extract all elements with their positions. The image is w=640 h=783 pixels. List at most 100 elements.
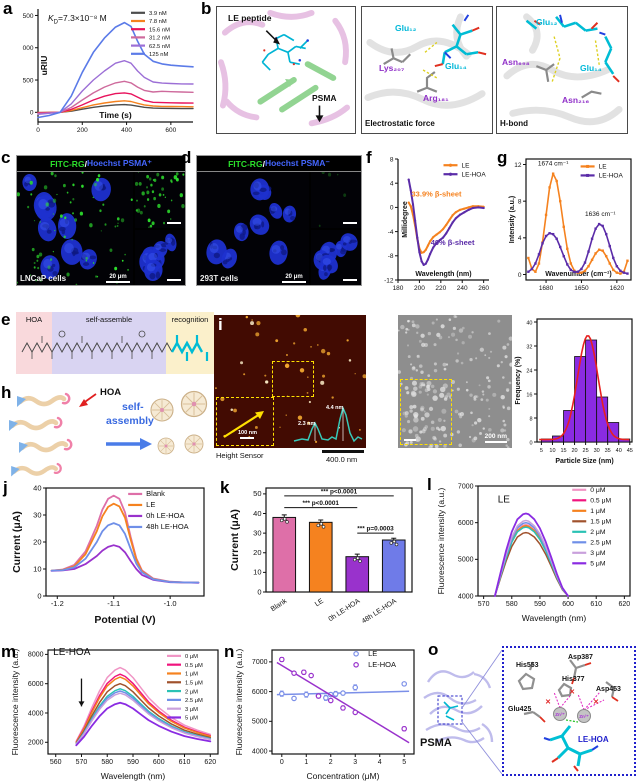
svg-text:0: 0 <box>37 591 41 600</box>
svg-text:LE-HOA: LE-HOA <box>462 171 487 178</box>
scalebar-icon <box>167 279 181 281</box>
hoa-block: HOA <box>16 312 52 374</box>
svg-text:✕: ✕ <box>593 699 599 706</box>
panel-i-afm: i 100 nm 2.3 nm 4.4 nm <box>214 315 366 448</box>
svg-text:LE: LE <box>599 164 608 171</box>
svg-text:0: 0 <box>518 272 522 279</box>
panel-k-label: k <box>220 478 230 497</box>
afm-zoom-box <box>272 361 314 397</box>
peptide-structure-graphic <box>21 330 209 361</box>
afm-scalebar-icon <box>322 450 364 453</box>
scalebar-icon <box>343 279 357 281</box>
svg-text:30: 30 <box>253 528 261 537</box>
psma-label-b: PSMA <box>312 93 337 103</box>
residue-arg181-label: Arg₁₈₁ <box>423 93 449 103</box>
svg-text:1674 cm⁻¹: 1674 cm⁻¹ <box>538 160 569 167</box>
svg-text:LE: LE <box>498 495 511 506</box>
panel-k-current-barchart: 0 10 20 30 40 50 Current (μA) Blank LE 0h LE-HOA 4… <box>230 480 422 638</box>
panel-i-tem: 200 nm <box>398 315 512 448</box>
svg-text:620: 620 <box>204 759 216 766</box>
recognition-block: recognition <box>166 312 214 374</box>
residue-lys207-label: Lys₂₀₇ <box>379 63 405 73</box>
panel-f-cd-chart: 180 200 220 240 260 8 4 0 -4 -8 -12 Wavelength (nm)… <box>374 154 494 294</box>
svg-text:1620: 1620 <box>610 285 625 292</box>
svg-text:1680: 1680 <box>539 285 554 292</box>
electrostatic-caption: Electrostatic force <box>365 119 435 128</box>
svg-text:Potential (V): Potential (V) <box>94 614 155 626</box>
svg-text:2000: 2000 <box>28 740 44 747</box>
panel-e-label: e <box>1 310 11 329</box>
svg-text:LE: LE <box>368 649 377 658</box>
svg-text:5000: 5000 <box>458 557 474 564</box>
tem-graphic <box>398 315 512 448</box>
self-assembly-text-1: self- <box>122 401 144 413</box>
svg-text:6000: 6000 <box>458 520 474 527</box>
svg-text:0h LE-HOA: 0h LE-HOA <box>328 598 362 624</box>
psma-label-o: PSMA <box>420 737 452 749</box>
scalebar-icon <box>343 221 357 224</box>
svg-text:5 μM: 5 μM <box>185 716 198 722</box>
svg-text:LE: LE <box>462 162 471 169</box>
svg-text:25: 25 <box>583 448 589 454</box>
panel-m-fluorescence-chart: 560 570 580 590 600 610 620 2000 4000 6000 8000 Wav… <box>10 644 224 782</box>
svg-text:20: 20 <box>253 548 261 557</box>
afm-scale-label: 400.0 nm <box>326 455 358 464</box>
tem-inset-box <box>400 379 452 445</box>
svg-text:10: 10 <box>33 564 41 573</box>
svg-text:LE-HOA: LE-HOA <box>53 647 91 658</box>
stain-header-c: FITC-RG / Hoechst PSMA⁺ <box>17 156 185 172</box>
svg-text:*** p<0.0001: *** p<0.0001 <box>303 500 340 507</box>
kd-annotation: KD=7.3×10⁻⁸ M <box>48 13 107 26</box>
slash: / <box>262 158 265 169</box>
svg-text:2: 2 <box>329 759 333 766</box>
panel-j-label: j <box>3 478 8 497</box>
afm-inset-box <box>216 397 274 446</box>
svg-text:Concentration (μM): Concentration (μM) <box>307 771 380 781</box>
cells-graphic <box>17 172 133 285</box>
svg-text:LE-HOA: LE-HOA <box>368 660 396 669</box>
scalebar-c: 20 μm <box>106 274 130 283</box>
micrograph-inset-blue-c <box>135 229 185 285</box>
svg-text:Wavelength (nm): Wavelength (nm) <box>522 613 587 623</box>
svg-text:6000: 6000 <box>28 681 44 688</box>
svg-text:LE: LE <box>314 598 325 609</box>
svg-text:1636 cm⁻¹: 1636 cm⁻¹ <box>585 211 616 218</box>
svg-text:200: 200 <box>414 285 425 292</box>
panel-h-label: h <box>1 383 12 402</box>
svg-text:-8: -8 <box>388 253 394 260</box>
panel-i-size-histogram: 5 10 15 20 25 30 35 40 45 0 8 16 24 32 40 Particle Size… <box>512 314 638 466</box>
svg-text:62.5 nM: 62.5 nM <box>149 44 170 50</box>
svg-text:-4: -4 <box>388 229 394 236</box>
residue-his553-label: His553 <box>516 662 539 669</box>
recognition-block-label: recognition <box>171 315 209 324</box>
inset-connector-lines <box>461 649 503 775</box>
le-peptide-label: LE peptide <box>228 13 272 23</box>
residue-glu425-label: Glu425 <box>508 706 532 713</box>
svg-text:20: 20 <box>571 448 577 454</box>
svg-text:500: 500 <box>23 13 34 20</box>
hoechst-psma-label: Hoechst PSMA⁻ <box>264 158 330 168</box>
svg-text:180: 180 <box>393 285 404 292</box>
svg-text:-1.2: -1.2 <box>51 599 64 608</box>
svg-text:Blank: Blank <box>146 489 165 498</box>
svg-text:2.5 μM: 2.5 μM <box>185 698 203 704</box>
svg-text:40: 40 <box>253 509 261 518</box>
svg-text:0: 0 <box>529 440 532 446</box>
svg-text:1.5 μM: 1.5 μM <box>185 680 203 686</box>
svg-text:0: 0 <box>280 759 284 766</box>
hoa-pointer-label: HOA <box>100 387 122 398</box>
svg-text:590: 590 <box>127 759 139 766</box>
micrograph-inset-blue-d <box>311 229 361 285</box>
svg-text:15.6 nM: 15.6 nM <box>149 27 170 33</box>
svg-text:40: 40 <box>526 320 532 326</box>
svg-text:0: 0 <box>30 110 34 117</box>
svg-text:*** p=0.0003: *** p=0.0003 <box>357 526 394 533</box>
svg-text:✕: ✕ <box>545 699 551 706</box>
svg-text:220: 220 <box>435 285 446 292</box>
svg-text:0: 0 <box>36 127 40 134</box>
svg-text:10: 10 <box>253 568 261 577</box>
svg-text:Intensity (a.u.): Intensity (a.u.) <box>509 196 516 243</box>
svg-text:0.5 μM: 0.5 μM <box>185 663 203 669</box>
svg-text:560: 560 <box>50 759 62 766</box>
afm-graphic <box>214 315 366 448</box>
